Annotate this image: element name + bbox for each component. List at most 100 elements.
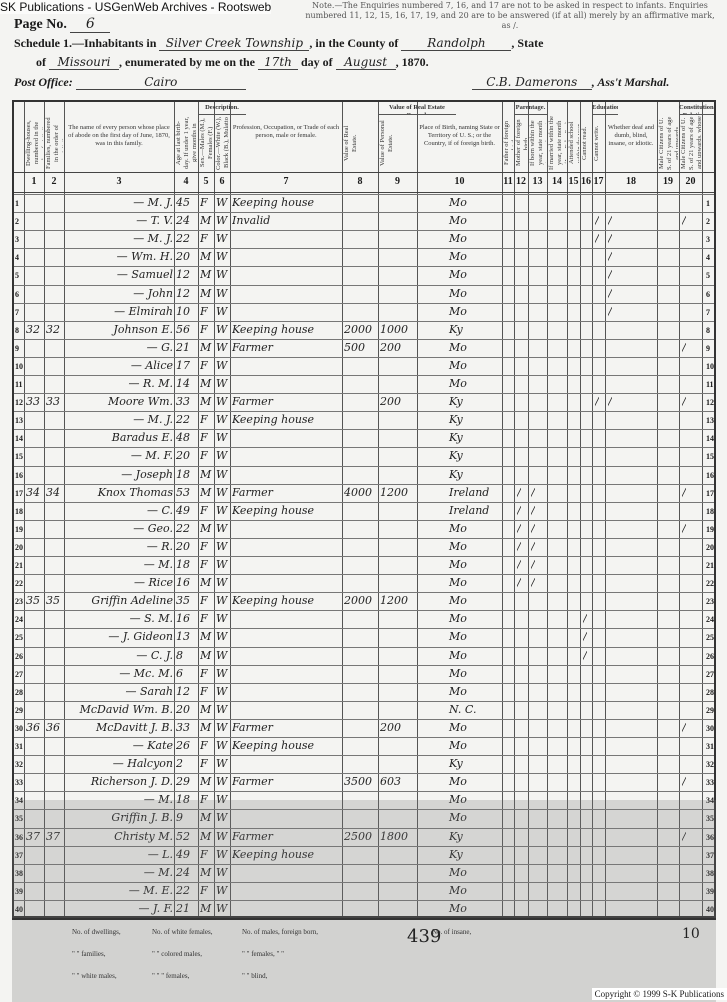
color-cell: W — [216, 594, 228, 608]
table-row: 25 25 — J. Gideon 13 M W Mo / — [14, 628, 714, 647]
line-number: 37 — [15, 850, 23, 860]
line-number: 17 — [706, 488, 714, 498]
color-cell: W — [216, 829, 228, 843]
age-cell: 10 — [176, 304, 190, 318]
table-row: 32 32 — Halcyon 2 F W Ky — [14, 755, 714, 774]
color-cell: W — [216, 340, 228, 354]
line-number: 22 — [15, 579, 23, 589]
column-number-1: 1 — [31, 176, 37, 187]
birthplace-cell: Ky — [449, 829, 463, 843]
table-row: 39 39 — M. E. 22 F W Mo — [14, 881, 714, 901]
affirmative-mark: / — [595, 214, 599, 228]
sex-cell: M — [200, 720, 212, 734]
line-number: 2 — [15, 217, 19, 227]
personal-estate-cell: 1200 — [380, 485, 408, 499]
name-cell: — J. Gideon — [108, 630, 173, 644]
sex-cell: M — [200, 811, 212, 825]
line-number: 40 — [15, 904, 23, 914]
line-number: 2 — [706, 217, 710, 227]
sex-cell: F — [200, 539, 208, 553]
line-number: 28 — [706, 687, 714, 697]
sex-cell: M — [200, 340, 212, 354]
of-label: of — [36, 55, 46, 69]
name-cell: — Geo. — [133, 521, 173, 535]
sex-cell: F — [200, 449, 208, 463]
table-row: 23 23 35 35 Griffin Adeline 35 F W Keeping house… — [14, 592, 714, 611]
line-number: 1 — [706, 199, 710, 208]
birthplace-cell: Ky — [449, 847, 463, 861]
line-number: 32 — [706, 760, 714, 770]
family-cell: 37 — [46, 829, 60, 843]
line-number: 5 — [706, 271, 710, 281]
column-number-8: 8 — [357, 176, 363, 187]
table-row: 4 4 — Wm. H. 20 M W Mo / — [14, 248, 714, 267]
column-header-3: The name of every person whose place of … — [68, 124, 170, 147]
color-cell: W — [216, 377, 228, 390]
sex-cell: F — [200, 431, 208, 445]
sex-cell: F — [200, 322, 208, 336]
age-cell: 20 — [176, 250, 190, 264]
birthplace-cell: Mo — [449, 250, 467, 264]
age-cell: 21 — [176, 901, 190, 915]
line-number: 10 — [706, 361, 714, 371]
color-cell: W — [216, 503, 228, 517]
schedule-line: Schedule 1.—Inhabitants in Silver Creek … — [14, 36, 717, 51]
name-cell: — C. — [146, 503, 173, 517]
column-header-8: Value of Real Estate. — [343, 125, 358, 161]
group-header-parentage: Parentage. — [514, 104, 547, 115]
name-cell: — Joseph — [121, 467, 173, 481]
line-number: 4 — [15, 253, 19, 263]
line-number: 20 — [15, 542, 23, 552]
column-number-2: 2 — [51, 176, 57, 187]
sex-cell: M — [200, 702, 212, 716]
birthplace-cell: Mo — [449, 286, 467, 300]
sex-cell: M — [200, 521, 212, 535]
color-cell: W — [216, 449, 228, 463]
birthplace-cell: Ky — [449, 449, 463, 463]
line-number: 36 — [706, 832, 714, 842]
footer-label: No. of dwellings, — [72, 928, 121, 936]
sex-cell: M — [200, 648, 212, 662]
line-number: 8 — [706, 325, 710, 335]
name-cell: Johnson E. — [113, 322, 173, 336]
name-cell: Baradus E. — [111, 431, 173, 445]
state: Missouri — [49, 55, 119, 70]
age-cell: 16 — [176, 612, 190, 626]
sex-cell: F — [200, 503, 208, 517]
table-row: 3 3 — M. J. 22 F W Mo / / — [14, 230, 714, 249]
birthplace-cell: Mo — [449, 304, 467, 318]
footer-label: No. of males, foreign born, — [242, 928, 319, 936]
dwelling-cell: 32 — [26, 322, 40, 336]
birthplace-cell: Mo — [449, 340, 467, 354]
table-row: 37 37 — L. 49 F W Keeping house Ky — [14, 845, 714, 865]
color-cell: W — [216, 214, 228, 228]
line-number: 38 — [706, 868, 714, 878]
color-cell: W — [216, 883, 228, 897]
birthplace-cell: Mo — [449, 358, 467, 372]
line-number: 39 — [706, 886, 714, 896]
column-number-17: 17 — [593, 176, 604, 187]
birthplace-cell: Ireland — [449, 485, 490, 499]
footer-label: " " " females, — [152, 972, 190, 980]
line-number: 25 — [15, 633, 23, 643]
color-cell: W — [216, 250, 228, 264]
sex-cell: F — [200, 196, 208, 209]
sex-cell: F — [200, 793, 208, 807]
color-cell: W — [216, 847, 228, 861]
affirmative-mark: / — [608, 395, 612, 409]
line-number: 15 — [15, 452, 23, 462]
line-number: 23 — [15, 597, 23, 607]
family-cell: 36 — [46, 720, 60, 734]
line-number: 17 — [15, 488, 23, 498]
birthplace-cell: Mo — [449, 739, 467, 752]
sex-cell: M — [200, 865, 212, 879]
line-number: 18 — [15, 506, 23, 516]
name-cell: — G. — [146, 340, 173, 354]
column-header-4: Age at last birth-day. If under 1 year, … — [175, 116, 197, 170]
occupation-cell: Keeping house — [232, 594, 315, 608]
birthplace-cell: Mo — [449, 612, 467, 626]
table-row: 7 7 — Elmirah 10 F W Mo / — [14, 302, 714, 322]
birthplace-cell: Mo — [449, 521, 467, 535]
personal-estate-cell: 1200 — [380, 594, 408, 608]
color-cell: W — [216, 395, 228, 409]
